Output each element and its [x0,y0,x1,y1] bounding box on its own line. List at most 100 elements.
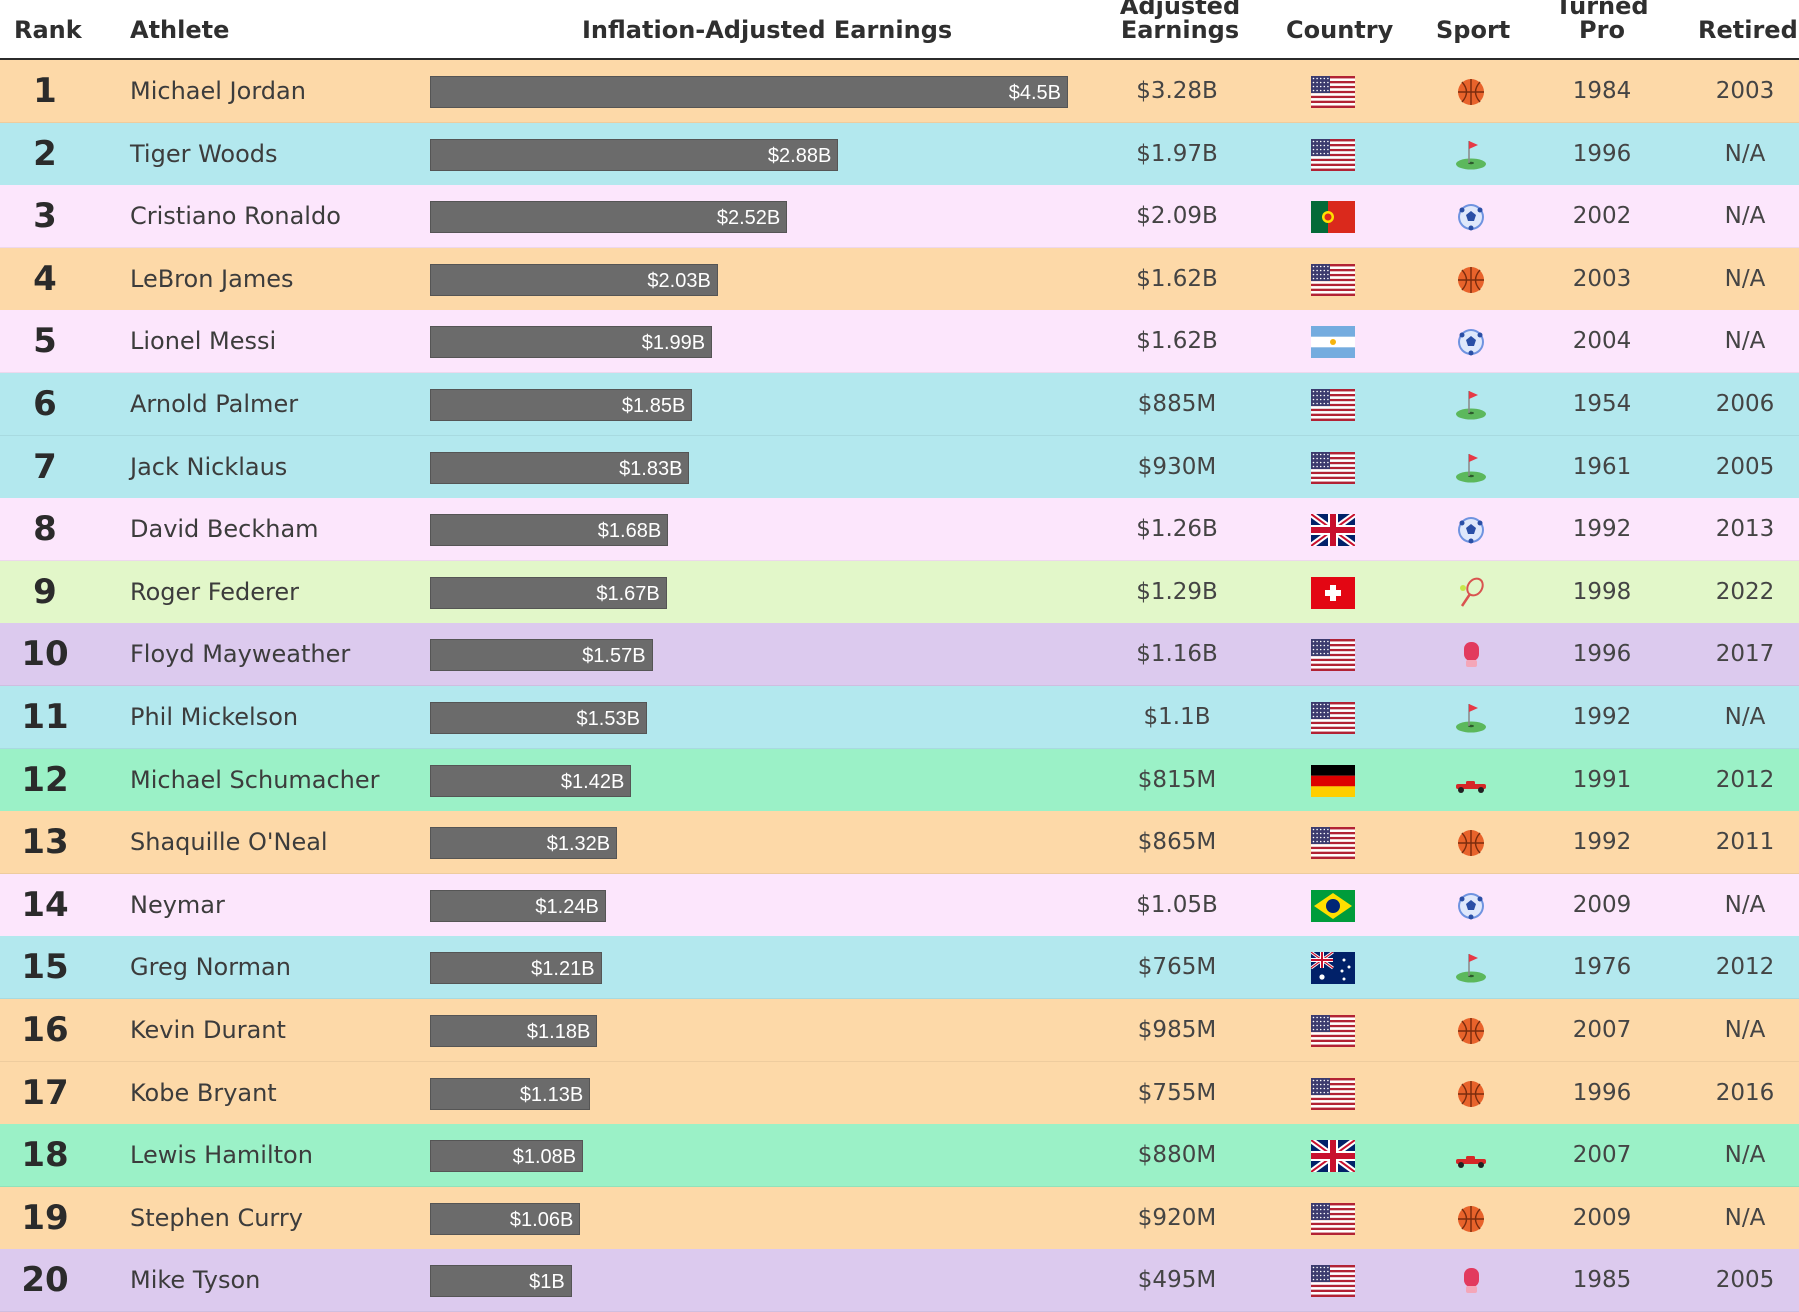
earnings-bar: $1.08B [430,1140,584,1173]
retired-year: N/A [1724,265,1766,292]
turned-pro-year: 2004 [1572,328,1632,355]
turned-pro-year: 2009 [1572,1204,1632,1231]
header-sport: Sport [1436,16,1511,44]
rank-cell: 15 [21,947,69,988]
athlete-name: Phil Mickelson [130,703,299,731]
golf-icon [1456,140,1486,170]
country-flag [1311,1140,1355,1173]
basketball-icon [1458,266,1484,293]
rank-cell: 10 [21,634,69,675]
basketball-icon [1458,79,1484,105]
header-turned-pro: Turned Pro [1547,0,1657,44]
retired-year: 2013 [1715,516,1775,543]
adjusted-earnings: $765M [1137,954,1217,981]
retired-year: 2005 [1715,1267,1775,1294]
header-country: Country [1286,16,1394,44]
retired-year: N/A [1724,1017,1766,1043]
header-inflation-adjusted: Inflation-Adjusted Earnings [582,16,953,44]
country-flag [1311,639,1355,672]
athlete-name: Arnold Palmer [130,390,299,418]
table-row: 16 Kevin Durant $1.18B $985M 2007 N/A [0,999,1799,1062]
usa-flag-icon [1311,1265,1355,1298]
adjusted-earnings: $985M [1137,1017,1217,1043]
sport-icon-cell [1452,763,1490,797]
retired-year: 2005 [1715,453,1775,480]
table-row: 13 Shaquille O'Neal $1.32B $865M 1992 2011 [0,811,1799,875]
table-row: 8 David Beckham $1.68B $1.26B 1992 2013 [0,498,1799,562]
earnings-bar: $1.18B [430,1015,598,1047]
country-flag [1311,1015,1355,1047]
boxing-icon [1464,1268,1479,1294]
usa-flag-icon [1311,451,1355,484]
usa-flag-icon [1311,138,1355,171]
earnings-bar-label: $1.08B [512,1146,577,1169]
table-row: 2 Tiger Woods $2.88B $1.97B 1996 N/A [0,122,1799,186]
athlete-name: Jack Nicklaus [130,452,288,481]
turned-pro-year: 1954 [1572,391,1632,417]
earnings-bar-label: $1.68B [597,520,662,543]
boxing-icon [1464,642,1479,668]
country-flag [1311,514,1355,547]
rank-cell: 11 [21,697,69,737]
athlete-name: Kevin Durant [130,1016,286,1044]
sport-icon-cell [1452,387,1490,421]
retired-year: N/A [1724,328,1766,355]
table-row: 3 Cristiano Ronaldo $2.52B $2.09B 2002 N/A [0,185,1799,249]
header-retired: Retired [1698,16,1798,44]
rank-cell: 19 [21,1197,69,1238]
adjusted-earnings: $1.26B [1136,516,1218,543]
retired-year: N/A [1724,140,1766,167]
table-row: 6 Arnold Palmer $1.85B $885M 1954 2006 [0,373,1799,436]
turned-pro-year: 1992 [1572,516,1632,543]
retired-year: 2003 [1715,78,1775,104]
header-adjusted-bottom: Earnings [1120,16,1240,44]
country-flag [1311,764,1355,797]
earnings-bar: $2.88B [430,138,839,171]
athlete-name: Lionel Messi [130,327,277,356]
header-adjusted-top: Adjusted [1119,0,1241,20]
table-row: 7 Jack Nicklaus $1.83B $930M 1961 2005 [0,435,1799,499]
header-rank: Rank [14,16,82,44]
retired-year: 2016 [1715,1079,1775,1106]
table-row: 19 Stephen Curry $1.06B $920M 2009 N/A [0,1186,1799,1250]
athlete-name: Shaquille O'Neal [130,828,328,857]
switzerland-flag-icon [1311,576,1355,609]
usa-flag-icon [1311,639,1355,672]
earnings-bar: $1.06B [430,1202,581,1235]
soccer-icon [1458,204,1484,231]
usa-flag-icon [1311,263,1355,296]
country-flag [1311,702,1355,734]
adjusted-earnings: $880M [1137,1142,1217,1169]
turned-pro-year: 1961 [1572,453,1632,480]
country-flag [1311,576,1355,609]
table-row: 11 Phil Mickelson $1.53B $1.1B 1992 N/A [0,686,1799,749]
rank-cell: 13 [21,822,69,863]
sport-icon-cell [1452,74,1490,108]
retired-year: 2011 [1715,829,1775,856]
turned-pro-year: 2007 [1572,1142,1632,1169]
retired-year: N/A [1724,704,1766,730]
adjusted-earnings: $1.05B [1136,891,1218,918]
basketball-icon [1458,1018,1484,1044]
turned-pro-year: 2007 [1572,1017,1632,1043]
earnings-bar-label: $1B [529,1271,565,1294]
athlete-name: Stephen Curry [130,1203,303,1232]
country-flag [1311,263,1355,296]
golf-icon [1456,954,1486,983]
sport-icon-cell [1452,888,1490,922]
sport-icon-cell [1452,137,1490,171]
rank-cell: 8 [33,509,57,550]
turned-pro-year: 1996 [1572,1079,1632,1106]
header-turned-bottom: Pro [1579,16,1625,44]
rank-cell: 4 [33,258,57,299]
earnings-bar-label: $2.52B [716,207,781,230]
adjusted-earnings: $495M [1137,1267,1217,1294]
rank-cell: 2 [33,133,57,174]
adjusted-earnings: $930M [1137,453,1217,480]
portugal-flag-icon [1311,201,1355,234]
earnings-bar-label: $1.57B [582,645,646,668]
rank-cell: 12 [21,759,69,800]
table-row: 17 Kobe Bryant $1.13B $755M 1996 2016 [0,1061,1799,1125]
earnings-bar: $1.68B [430,514,669,547]
